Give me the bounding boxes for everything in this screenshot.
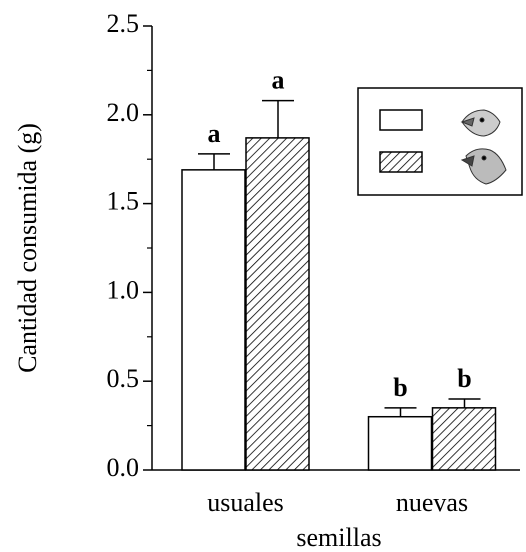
x-tick-label: usuales <box>207 488 284 517</box>
y-tick-label: 1.0 <box>107 275 140 304</box>
annotation: a <box>272 66 285 95</box>
y-tick-label: 1.5 <box>107 187 140 216</box>
annotation: b <box>393 373 407 402</box>
x-tick-label: nuevas <box>396 488 468 517</box>
bar <box>369 417 432 470</box>
y-axis-label: Cantidad consumida (g) <box>13 123 42 373</box>
bar <box>246 138 309 470</box>
annotation: b <box>457 364 471 393</box>
y-tick-label: 0.5 <box>107 364 140 393</box>
x-axis-label: semillas <box>296 523 381 552</box>
y-tick-label: 2.5 <box>107 9 140 38</box>
y-tick-label: 2.0 <box>107 98 140 127</box>
legend <box>358 88 522 195</box>
annotation: a <box>208 119 221 148</box>
legend-swatch <box>380 110 422 130</box>
chart: Cantidad consumida (g) semillas 0.0 0.5 1.… <box>0 0 526 552</box>
legend-swatch <box>380 152 422 172</box>
bar <box>433 408 496 470</box>
bar <box>182 170 245 470</box>
y-tick-label: 0.0 <box>107 453 140 482</box>
